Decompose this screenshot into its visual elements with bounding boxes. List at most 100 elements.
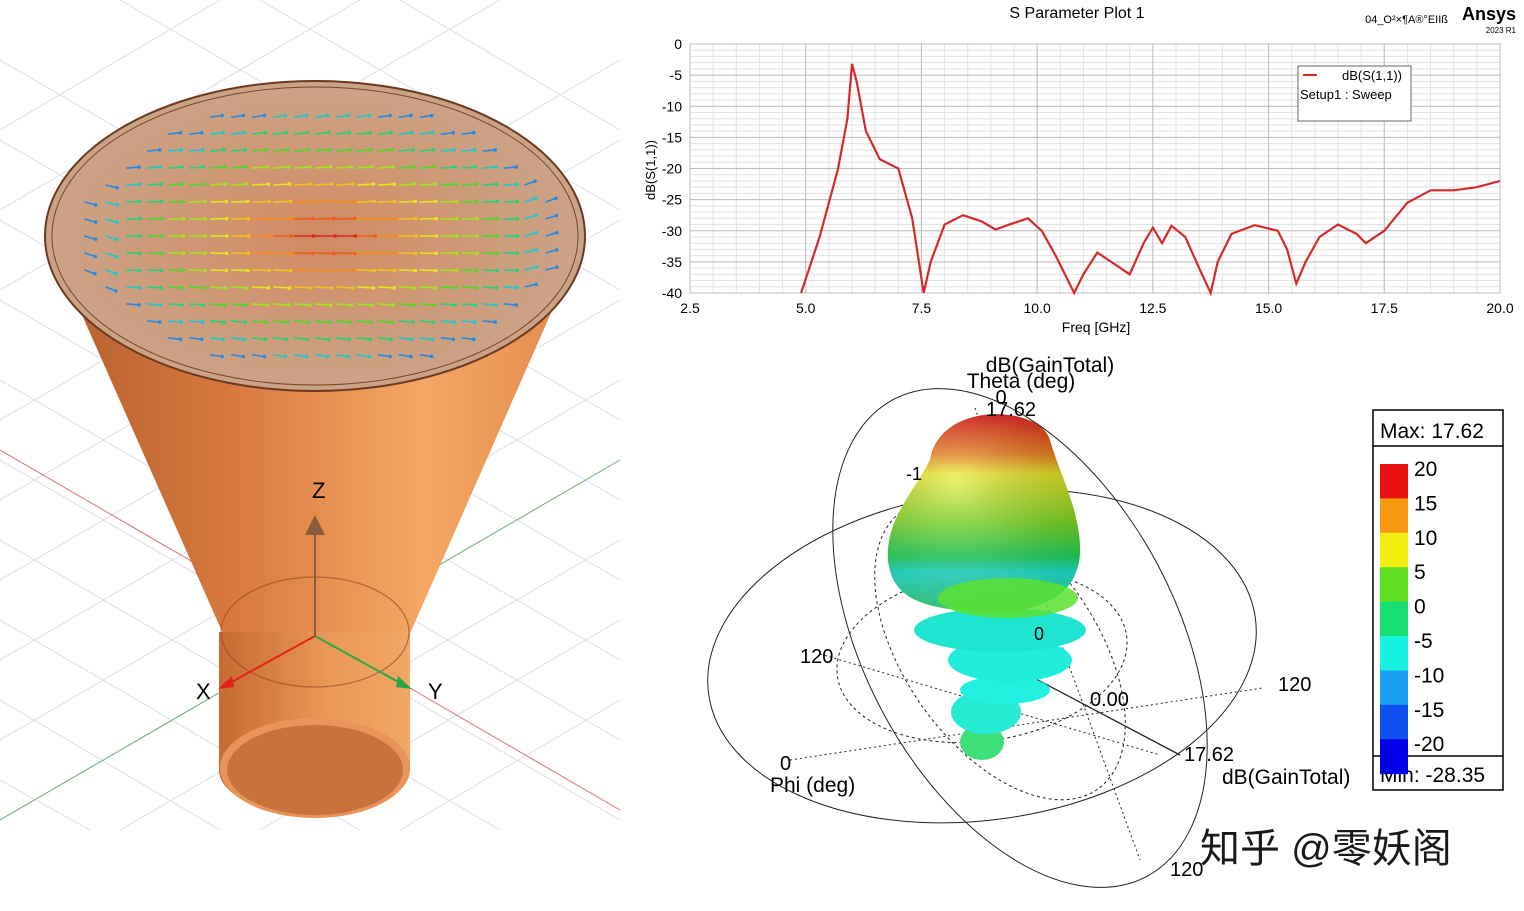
field-vector-head [138,234,143,238]
field-vector-head [391,165,396,169]
field-vector [314,148,330,152]
color-scale-label: -15 [1414,699,1444,722]
field-vector-head [534,282,539,287]
field-vector-head [472,148,477,152]
field-vector-head [305,130,310,135]
field-vector-head [452,148,456,152]
field-vector-head [158,320,162,324]
field-vector-head [221,337,225,342]
field-vector [524,231,537,237]
field-vector-head [308,303,312,308]
field-vector-head [264,147,269,152]
field-vector-head [473,165,478,169]
field-vector [189,303,204,306]
field-vector [398,148,413,152]
field-vector-head [413,199,418,204]
s-plot-legend: dB(S(1,1)) Setup1 : Sweep [1297,65,1412,122]
field-vector [210,303,225,306]
legend-max-label: Max: 17.62 [1380,420,1484,443]
field-vector-head [308,165,312,169]
field-vector [503,200,518,203]
theta-120-label: 120 [1170,859,1203,881]
field-vector [356,269,375,272]
field-vector [461,303,476,306]
field-vector-head [179,320,183,325]
s11-curve [800,63,1501,297]
field-vector-head [304,113,309,118]
field-vector [461,337,474,341]
field-vector [273,200,291,203]
field-vector-head [202,199,207,204]
field-vector [293,286,311,289]
field-vector-head [158,165,163,169]
field-vector [168,131,181,135]
legend-setup-name: Setup1 : Sweep [1300,87,1392,102]
field-vector-head [244,303,248,307]
field-vector-head [114,289,118,293]
field-vector-head [434,216,439,221]
field-vector-head [494,286,499,290]
field-vector-head [137,165,141,169]
field-vector [273,148,288,152]
field-vector [398,320,413,324]
field-vector [419,166,435,169]
theta-axis-label: Theta (deg) [967,370,1076,393]
field-vector-head [266,182,271,186]
field-vector [524,214,537,220]
field-vector-head [409,354,413,359]
field-vector-head [493,320,498,324]
field-vector-head [199,130,204,135]
field-vector-head [455,234,459,238]
field-vector-head [412,286,417,290]
color-scale-swatch [1380,670,1408,706]
field-vector [210,337,224,341]
field-vector [419,286,436,289]
field-vector-head [394,234,398,238]
field-vector [189,149,203,152]
field-vector [314,166,331,169]
field-vector [231,286,248,289]
field-vector-head [333,234,337,238]
field-vector [377,200,396,203]
field-vector-head [159,286,163,290]
field-vector-head [372,199,377,204]
s-plot-grid [689,43,1501,294]
field-vector [252,269,270,272]
color-scale-label: 5 [1414,561,1426,584]
field-vector-head [472,337,476,342]
ansys-logo: Ansys [1462,4,1516,24]
color-scale: 20 15 10 5 0 -5 -10 -15 -20 [1380,458,1444,775]
field-vector-head [180,182,185,186]
color-scale-label: 20 [1414,458,1437,481]
theta-max-label: 17.62 [986,399,1036,421]
field-vector [419,114,432,118]
y-tick-label: -15 [662,129,682,145]
field-vector [105,269,117,275]
field-vector [84,235,96,241]
field-vector-head [289,216,294,221]
field-vector-head [371,286,376,290]
field-vector [482,286,497,289]
field-vector [273,303,289,306]
field-vector-head [224,268,229,273]
field-vector [126,200,141,203]
field-vector [293,148,309,152]
field-vector-head [413,268,418,273]
field-vector [252,337,266,341]
field-vector-head [349,165,354,169]
color-scale-swatch [1380,636,1408,671]
field-vector [272,354,286,358]
field-vector [377,148,393,152]
field-vector [147,183,162,186]
field-vector [293,337,308,341]
field-vector-head [515,251,520,256]
field-vector [398,131,413,135]
field-vector [231,337,245,341]
field-vector [314,337,329,341]
field-vector [314,286,332,289]
field-vector-head [202,182,206,186]
field-vector-head [495,251,500,256]
field-vector-head [454,199,459,204]
field-vector-head [495,268,499,273]
field-vector [419,320,434,324]
